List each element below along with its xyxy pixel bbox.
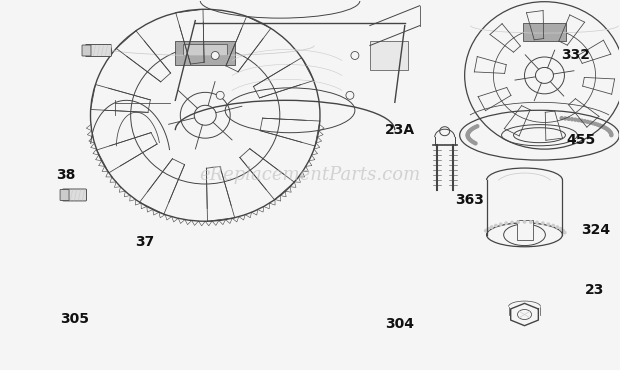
Circle shape — [574, 118, 577, 121]
Circle shape — [529, 221, 532, 223]
Circle shape — [560, 117, 563, 120]
Circle shape — [609, 133, 613, 136]
Bar — [523, 23, 567, 41]
Circle shape — [467, 137, 471, 140]
Circle shape — [596, 123, 599, 126]
Circle shape — [602, 125, 605, 128]
Circle shape — [472, 127, 476, 130]
Circle shape — [470, 128, 472, 131]
Circle shape — [495, 224, 497, 227]
Circle shape — [577, 119, 580, 122]
Circle shape — [562, 229, 564, 232]
Text: 455: 455 — [567, 133, 596, 147]
Circle shape — [346, 91, 354, 99]
Text: 324: 324 — [582, 223, 611, 237]
FancyBboxPatch shape — [63, 189, 87, 201]
Text: 23: 23 — [585, 283, 604, 297]
Circle shape — [583, 120, 586, 123]
Circle shape — [470, 139, 472, 142]
Circle shape — [580, 119, 583, 122]
Circle shape — [517, 221, 520, 223]
Circle shape — [351, 51, 359, 60]
Circle shape — [466, 133, 469, 136]
Circle shape — [559, 228, 562, 230]
Text: 23A: 23A — [385, 123, 415, 137]
Circle shape — [487, 228, 490, 230]
Text: 305: 305 — [61, 313, 89, 326]
Circle shape — [211, 51, 219, 60]
Circle shape — [594, 122, 597, 125]
Circle shape — [609, 132, 613, 135]
Circle shape — [567, 117, 570, 120]
Circle shape — [523, 221, 526, 223]
Circle shape — [476, 125, 479, 128]
FancyBboxPatch shape — [60, 189, 69, 201]
Circle shape — [472, 141, 476, 144]
Circle shape — [547, 223, 549, 225]
Bar — [370, 41, 408, 70]
Circle shape — [471, 140, 474, 143]
Text: 37: 37 — [135, 235, 154, 249]
Circle shape — [556, 226, 559, 228]
Circle shape — [485, 229, 487, 232]
Text: eReplacementParts.com: eReplacementParts.com — [200, 166, 420, 184]
Circle shape — [564, 117, 567, 120]
Circle shape — [469, 138, 472, 141]
Circle shape — [604, 127, 606, 130]
Circle shape — [589, 121, 591, 124]
Circle shape — [216, 91, 224, 99]
Circle shape — [467, 137, 470, 139]
Circle shape — [608, 130, 611, 133]
Text: 332: 332 — [562, 48, 590, 63]
FancyBboxPatch shape — [82, 45, 91, 56]
Circle shape — [511, 221, 513, 224]
Circle shape — [500, 223, 502, 225]
Bar — [175, 41, 235, 65]
Circle shape — [564, 231, 566, 234]
Circle shape — [591, 122, 595, 125]
Text: 363: 363 — [454, 193, 484, 207]
Circle shape — [536, 221, 538, 224]
Text: 38: 38 — [56, 168, 76, 182]
Circle shape — [469, 129, 472, 132]
Circle shape — [542, 222, 544, 225]
Text: 304: 304 — [385, 317, 414, 332]
Circle shape — [609, 131, 612, 134]
Circle shape — [598, 124, 601, 127]
Circle shape — [610, 134, 613, 137]
Circle shape — [570, 118, 574, 121]
Circle shape — [466, 135, 469, 138]
FancyBboxPatch shape — [86, 44, 112, 57]
Circle shape — [586, 120, 589, 123]
Circle shape — [474, 125, 477, 128]
Circle shape — [474, 142, 477, 145]
Circle shape — [606, 128, 609, 131]
Circle shape — [466, 134, 469, 137]
Circle shape — [466, 135, 469, 138]
Bar — [184, 44, 227, 56]
Circle shape — [466, 132, 469, 135]
Circle shape — [552, 224, 554, 227]
Circle shape — [600, 125, 603, 128]
Circle shape — [467, 130, 471, 133]
Circle shape — [467, 131, 470, 134]
Circle shape — [471, 127, 474, 130]
Circle shape — [605, 127, 608, 130]
Bar — [516, 220, 533, 240]
Circle shape — [505, 222, 507, 225]
Circle shape — [608, 129, 610, 132]
Circle shape — [490, 226, 493, 228]
